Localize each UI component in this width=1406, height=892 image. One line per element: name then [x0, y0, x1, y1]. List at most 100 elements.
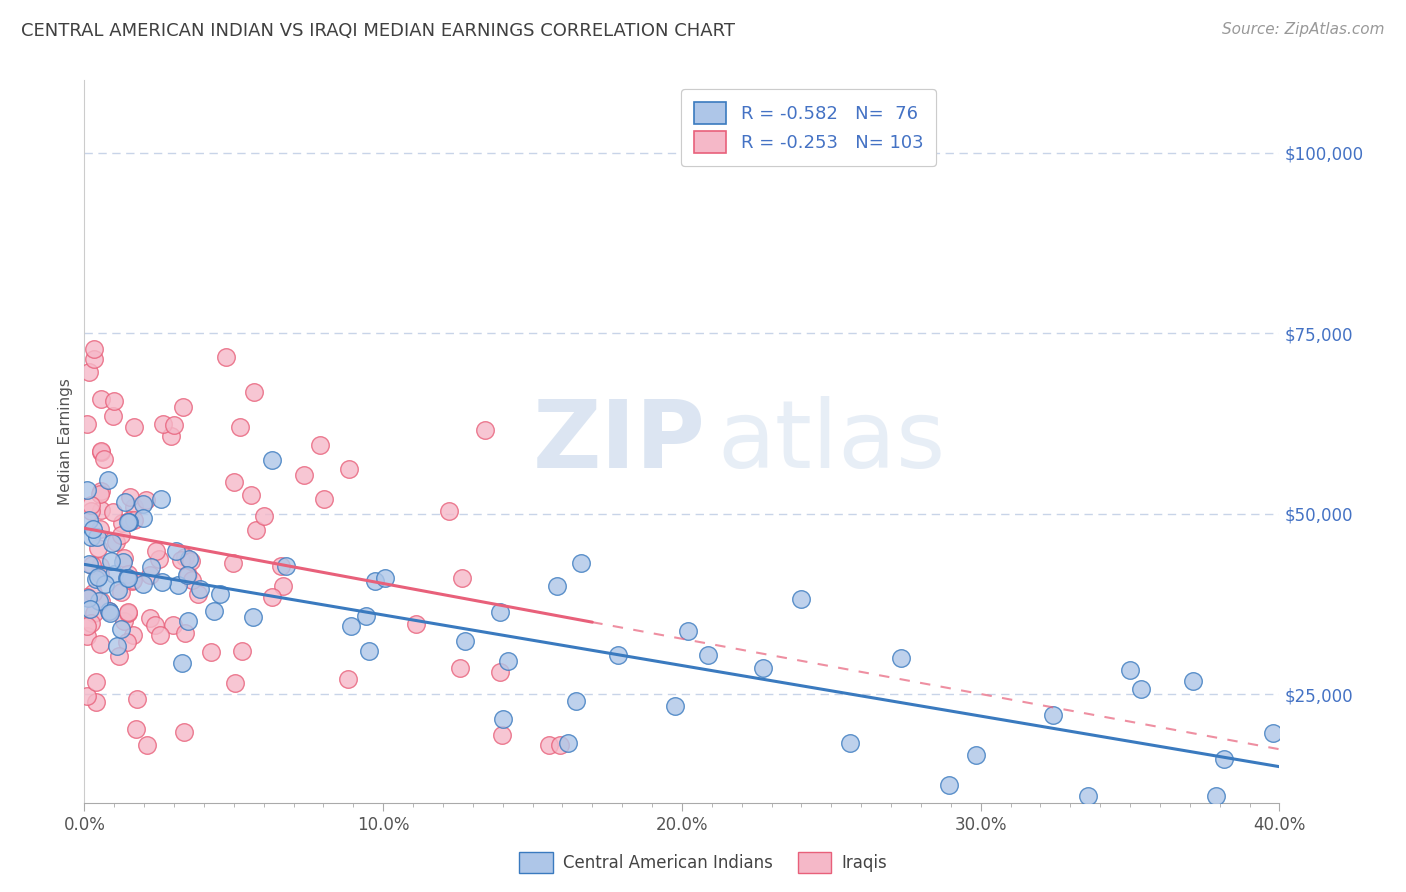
Point: [90, 392, 112, 407]
Point: [231, 644, 253, 658]
Point: [79, 557, 101, 571]
Point: [115, 571, 138, 585]
Point: [76, 629, 98, 643]
Point: [117, 607, 139, 621]
Point: [117, 571, 139, 585]
Point: [337, 672, 360, 686]
Point: [150, 491, 173, 506]
Point: [177, 568, 200, 582]
Point: [405, 616, 427, 631]
Point: [120, 513, 142, 527]
Point: [104, 534, 127, 549]
Point: [174, 549, 197, 564]
Point: [136, 738, 159, 752]
Point: [100, 554, 122, 568]
Point: [162, 617, 184, 632]
Point: [122, 500, 145, 515]
Point: [450, 571, 472, 585]
Point: [188, 582, 211, 596]
Point: [124, 513, 146, 527]
Point: [222, 475, 245, 490]
Point: [253, 508, 276, 523]
Legend: R = -0.582   N=  76, R = -0.253   N= 103: R = -0.582 N= 76, R = -0.253 N= 103: [681, 89, 936, 166]
Point: [1205, 789, 1227, 803]
Point: [79, 602, 101, 616]
Point: [90, 503, 112, 517]
Point: [101, 505, 124, 519]
Point: [83, 607, 105, 621]
Point: [200, 645, 222, 659]
Point: [115, 635, 138, 649]
Point: [262, 591, 284, 605]
Point: [271, 579, 294, 593]
Point: [107, 649, 129, 664]
Point: [139, 568, 162, 582]
Text: Source: ZipAtlas.com: Source: ZipAtlas.com: [1222, 22, 1385, 37]
Point: [173, 725, 195, 739]
Point: [132, 577, 155, 591]
Point: [454, 634, 477, 648]
Point: [176, 567, 198, 582]
Point: [1263, 725, 1285, 739]
Point: [202, 604, 225, 618]
Point: [84, 695, 107, 709]
Point: [965, 748, 987, 763]
Point: [101, 409, 124, 424]
Point: [1213, 752, 1236, 766]
Point: [117, 567, 139, 582]
Point: [170, 553, 193, 567]
Point: [222, 556, 245, 570]
Point: [752, 661, 775, 675]
Point: [121, 574, 143, 588]
Point: [87, 541, 110, 556]
Point: [1077, 789, 1099, 803]
Point: [488, 665, 510, 680]
Point: [135, 493, 157, 508]
Point: [103, 566, 125, 581]
Point: [789, 591, 811, 606]
Point: [103, 394, 125, 409]
Point: [606, 648, 628, 663]
Point: [270, 559, 292, 574]
Point: [239, 488, 262, 502]
Point: [564, 694, 586, 708]
Point: [1119, 663, 1142, 677]
Point: [496, 654, 519, 668]
Point: [1130, 681, 1153, 696]
Point: [76, 591, 98, 605]
Point: [139, 611, 162, 625]
Point: [87, 594, 110, 608]
Point: [449, 661, 471, 675]
Point: [76, 483, 98, 498]
Point: [87, 570, 110, 584]
Point: [125, 722, 148, 736]
Point: [187, 587, 209, 601]
Point: [492, 712, 515, 726]
Point: [148, 551, 170, 566]
Point: [77, 591, 100, 605]
Point: [122, 628, 145, 642]
Point: [309, 438, 332, 452]
Point: [83, 352, 105, 367]
Point: [474, 423, 496, 437]
Point: [122, 420, 145, 434]
Y-axis label: Median Earnings: Median Earnings: [58, 378, 73, 505]
Point: [229, 419, 252, 434]
Point: [82, 522, 104, 536]
Point: [98, 606, 121, 620]
Point: [1042, 707, 1064, 722]
Point: [107, 582, 129, 597]
Point: [112, 551, 135, 566]
Point: [359, 644, 381, 658]
Point: [110, 622, 132, 636]
Point: [80, 499, 103, 513]
Point: [491, 728, 513, 742]
Point: [111, 516, 134, 531]
Point: [84, 674, 107, 689]
Point: [105, 639, 128, 653]
Point: [98, 604, 121, 618]
Point: [101, 535, 124, 549]
Point: [76, 689, 98, 703]
Point: [262, 452, 284, 467]
Point: [83, 342, 105, 356]
